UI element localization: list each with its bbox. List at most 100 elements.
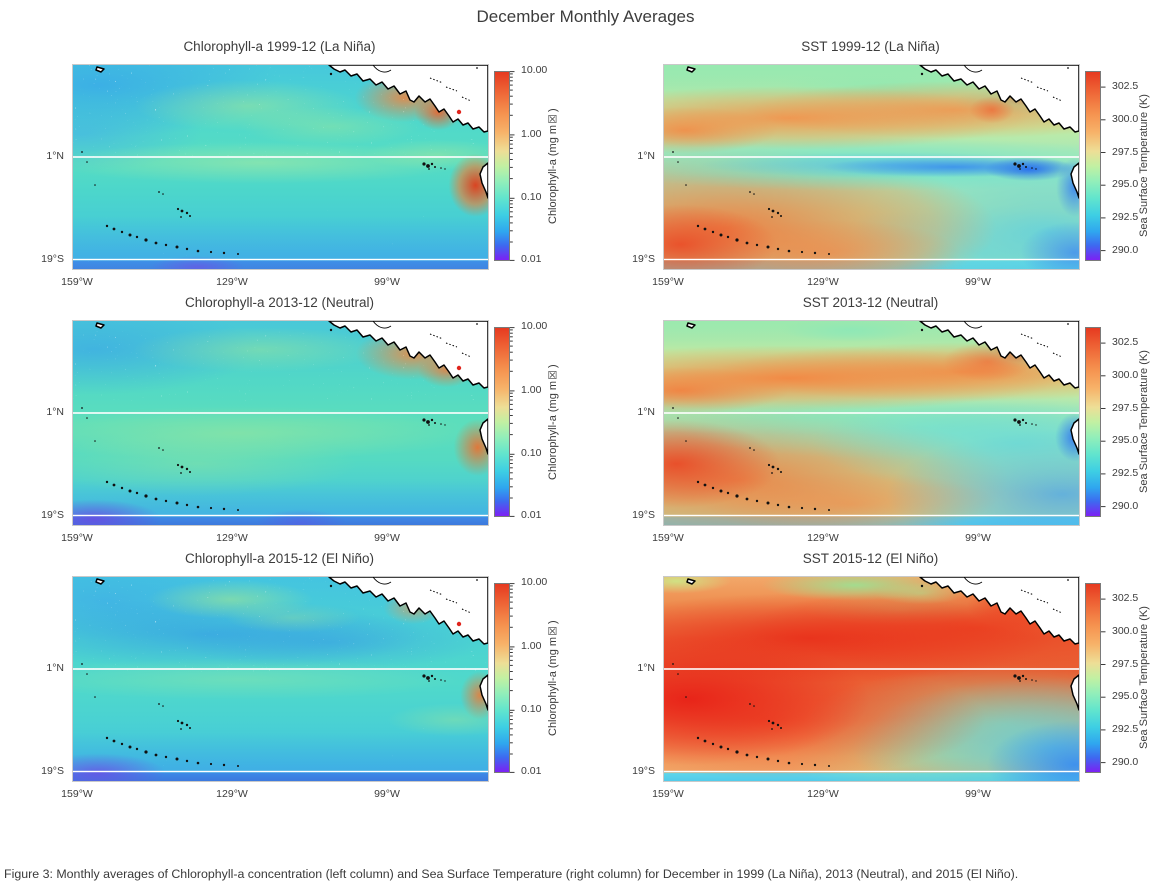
cbar-tick-300: 300.0 [1112,113,1139,125]
colorbar-ticks [1101,86,1106,252]
x-tick-159w: 159°W [652,788,684,800]
y-tick-1n: 1°N [46,662,64,674]
x-tick-129w: 129°W [216,788,248,800]
row-2013: Chlorophyll-a 2013-12 (Neutral) 1°N 19°S… [0,292,1171,548]
panel-title: Chlorophyll-a 2015-12 (El Niño) [184,551,375,566]
panel-sst-2013: SST 2013-12 (Neutral) 1°N 19°S 159°W 129… [591,292,1171,548]
y-tick-19s: 19°S [632,509,655,521]
panel-chl-1999: Chlorophyll-a 1999-12 (La Niña) 1°N 19°S… [0,36,585,292]
y-tick-19s: 19°S [632,253,655,265]
cbar-tick-1: 1.00 [521,384,542,396]
colorbar-label-sst: Sea Surface Temperature (K) [1138,606,1150,750]
cbar-tick-292: 292.5 [1112,211,1139,223]
cbar-tick-001: 0.01 [521,509,542,521]
row-1999: Chlorophyll-a 1999-12 (La Niña) 1°N 19°S… [0,36,1171,292]
cbar-tick-001: 0.01 [521,253,542,265]
x-tick-99w: 99°W [965,788,991,800]
y-tick-19s: 19°S [41,253,64,265]
panel-title: SST 2013-12 (Neutral) [802,295,939,310]
cbar-tick-10: 10.00 [521,64,548,76]
cbar-tick-295: 295.0 [1112,690,1139,702]
colorbar-sst [1085,327,1101,517]
panel-title: Chlorophyll-a 2013-12 (Neutral) [184,295,375,310]
cbar-tick-300: 300.0 [1112,369,1139,381]
cbar-tick-001: 0.01 [521,765,542,777]
y-tick-1n: 1°N [46,406,64,418]
figure-caption: Figure 3: Monthly averages of Chlorophyl… [4,867,1019,881]
y-tick-1n: 1°N [637,150,655,162]
panel-title: Chlorophyll-a 1999-12 (La Niña) [183,39,376,54]
map-sst-2015 [663,576,1080,782]
cbar-tick-290: 290.0 [1112,244,1139,256]
x-tick-159w: 159°W [61,788,93,800]
cbar-tick-10: 10.00 [521,320,548,332]
colorbar-ticks [1101,342,1106,508]
x-tick-129w: 129°W [807,276,839,288]
panel-sst-2015: SST 2015-12 (El Niño) 1°N 19°S 159°W 129… [591,548,1171,804]
map-chlorophyll-2015 [72,576,489,782]
cbar-tick-1: 1.00 [521,640,542,652]
map-chlorophyll-2013 [72,320,489,526]
cbar-tick-292: 292.5 [1112,723,1139,735]
x-tick-159w: 159°W [61,276,93,288]
panel-title: SST 1999-12 (La Niña) [801,39,940,54]
cbar-tick-295: 295.0 [1112,434,1139,446]
colorbar-ticks [1101,598,1106,764]
colorbar-ticks [510,327,515,517]
colorbar-chlorophyll [494,327,510,517]
y-tick-19s: 19°S [632,765,655,777]
y-tick-19s: 19°S [41,765,64,777]
cbar-tick-10: 10.00 [521,576,548,588]
cbar-tick-302: 302.5 [1112,336,1139,348]
x-tick-129w: 129°W [807,532,839,544]
cbar-tick-302: 302.5 [1112,80,1139,92]
colorbar-sst [1085,71,1101,261]
panel-title: SST 2015-12 (El Niño) [802,551,939,566]
cbar-tick-302: 302.5 [1112,592,1139,604]
map-sst-1999 [663,64,1080,270]
panel-chl-2013: Chlorophyll-a 2013-12 (Neutral) 1°N 19°S… [0,292,585,548]
colorbar-label-chlorophyll: Chlorophyll-a (mg m☒) [547,108,559,224]
map-chlorophyll-1999 [72,64,489,270]
colorbar-label-chlorophyll: Chlorophyll-a (mg m☒) [547,620,559,736]
cbar-tick-297: 297.5 [1112,658,1139,670]
cbar-tick-01: 0.10 [521,191,542,203]
cbar-tick-297: 297.5 [1112,402,1139,414]
x-tick-159w: 159°W [61,532,93,544]
y-tick-1n: 1°N [46,150,64,162]
x-tick-99w: 99°W [374,788,400,800]
cbar-tick-297: 297.5 [1112,146,1139,158]
colorbar-ticks [510,71,515,261]
y-tick-1n: 1°N [637,406,655,418]
colorbar-label-sst: Sea Surface Temperature (K) [1138,350,1150,494]
x-tick-99w: 99°W [374,532,400,544]
colorbar-label-chlorophyll: Chlorophyll-a (mg m☒) [547,364,559,480]
x-tick-99w: 99°W [965,532,991,544]
x-tick-129w: 129°W [216,276,248,288]
colorbar-chlorophyll [494,583,510,773]
x-tick-129w: 129°W [216,532,248,544]
colorbar-sst [1085,583,1101,773]
colorbar-label-sst: Sea Surface Temperature (K) [1138,94,1150,238]
map-sst-2013 [663,320,1080,526]
colorbar-chlorophyll [494,71,510,261]
y-tick-1n: 1°N [637,662,655,674]
panel-sst-1999: SST 1999-12 (La Niña) 1°N 19°S 159°W 129… [591,36,1171,292]
cbar-tick-295: 295.0 [1112,178,1139,190]
x-tick-159w: 159°W [652,276,684,288]
cbar-tick-300: 300.0 [1112,625,1139,637]
x-tick-99w: 99°W [374,276,400,288]
x-tick-129w: 129°W [807,788,839,800]
cbar-tick-290: 290.0 [1112,756,1139,768]
y-tick-19s: 19°S [41,509,64,521]
row-2015: Chlorophyll-a 2015-12 (El Niño) 1°N 19°S… [0,548,1171,804]
x-tick-99w: 99°W [965,276,991,288]
cbar-tick-1: 1.00 [521,128,542,140]
x-tick-159w: 159°W [652,532,684,544]
figure-title: December Monthly Averages [476,7,695,26]
cbar-tick-01: 0.10 [521,703,542,715]
cbar-tick-01: 0.10 [521,447,542,459]
colorbar-ticks [510,583,515,773]
cbar-tick-292: 292.5 [1112,467,1139,479]
